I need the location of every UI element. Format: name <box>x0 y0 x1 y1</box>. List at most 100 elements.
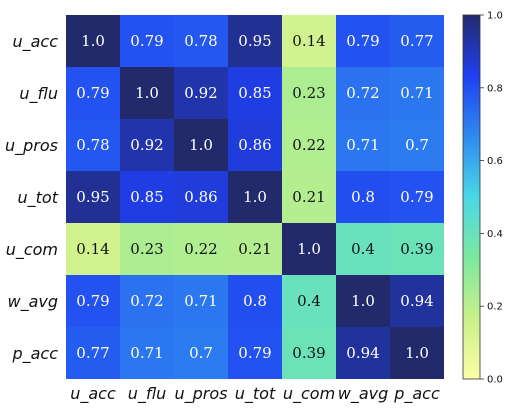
colorbar-tick-label: 0.0 <box>487 375 503 386</box>
cell-value-label: 0.71 <box>400 84 433 102</box>
cell-value-label: 0.23 <box>292 84 325 102</box>
row-label-u-tot: u_tot <box>18 188 59 208</box>
heatmap-cell-4-2 <box>174 223 228 275</box>
colorbar-tick-label: 0.8 <box>487 83 503 94</box>
colorbar-tick-label: 0.4 <box>487 229 503 240</box>
column-label-u-acc: u_acc <box>70 384 116 404</box>
cell-value-label: 0.4 <box>351 240 375 258</box>
cell-value-label: 0.79 <box>130 32 163 50</box>
cell-value-label: 0.92 <box>130 136 163 154</box>
heatmap-cell-4-5 <box>336 223 390 275</box>
cell-value-label: 1.0 <box>81 32 105 50</box>
cell-value-label: 0.14 <box>292 32 325 50</box>
row-label-u-pros: u_pros <box>5 136 58 156</box>
heatmap-cell-5-4 <box>282 275 336 327</box>
cell-value-label: 0.71 <box>184 292 217 310</box>
cell-value-label: 0.7 <box>405 136 429 154</box>
cell-value-label: 0.23 <box>130 240 163 258</box>
cell-value-label: 1.0 <box>189 136 213 154</box>
colorbar-gradient <box>462 14 481 380</box>
row-label-p-acc: p_acc <box>11 344 58 364</box>
heatmap-cell-2-1 <box>120 119 174 171</box>
heatmap-cell-0-4 <box>282 15 336 67</box>
cell-value-label: 1.0 <box>297 240 321 258</box>
heatmap-cell-4-6 <box>390 223 444 275</box>
heatmap-cell-6-4 <box>282 327 336 379</box>
cell-value-label: 0.71 <box>346 136 379 154</box>
heatmap-cell-5-0 <box>66 275 120 327</box>
row-label-u-flu: u_flu <box>19 84 58 104</box>
heatmap-cell-5-2 <box>174 275 228 327</box>
heatmap-cell-3-4 <box>282 171 336 223</box>
colorbar-tick-label: 0.6 <box>487 156 503 167</box>
cell-value-label: 0.39 <box>400 240 433 258</box>
row-label-w-avg: w_avg <box>7 292 58 312</box>
cell-value-label: 0.79 <box>400 188 433 206</box>
heatmap-cell-0-1 <box>120 15 174 67</box>
cell-value-label: 0.8 <box>243 292 267 310</box>
column-labels: u_acc u_flu u_pros u_tot u_com w_avg p_acc <box>70 384 440 404</box>
cell-value-label: 0.95 <box>238 32 271 50</box>
heatmap-cell-0-3 <box>228 15 282 67</box>
cell-value-label: 1.0 <box>243 188 267 206</box>
heatmap-cell-0-2 <box>174 15 228 67</box>
cell-value-label: 1.0 <box>405 344 429 362</box>
column-label-u-tot: u_tot <box>235 384 276 404</box>
row-label-u-acc: u_acc <box>12 32 58 52</box>
heatmap-cell-4-3 <box>228 223 282 275</box>
cell-value-label: 0.85 <box>238 84 271 102</box>
heatmap-cell-5-3 <box>228 275 282 327</box>
cell-value-label: 0.86 <box>184 188 217 206</box>
cell-value-label: 0.79 <box>76 292 109 310</box>
cell-value-label: 0.39 <box>292 344 325 362</box>
cell-value-label: 0.77 <box>400 32 433 50</box>
cell-value-label: 1.0 <box>135 84 159 102</box>
cell-value-label: 0.71 <box>130 344 163 362</box>
cell-value-label: 0.86 <box>238 136 271 154</box>
heatmap-cell-2-6 <box>390 119 444 171</box>
colorbar-tick-label: 0.2 <box>487 302 503 313</box>
cell-value-label: 0.94 <box>400 292 433 310</box>
heatmap-cell-2-5 <box>336 119 390 171</box>
heatmap-cell-4-4 <box>282 223 336 275</box>
cell-value-label: 0.78 <box>76 136 109 154</box>
heatmap-cell-3-0 <box>66 171 120 223</box>
heatmap-cell-1-6 <box>390 67 444 119</box>
heatmap-cell-6-5 <box>336 327 390 379</box>
heatmap-cell-3-6 <box>390 171 444 223</box>
row-label-u-com: u_com <box>6 240 58 260</box>
heatmap-cell-5-5 <box>336 275 390 327</box>
heatmap-cell-2-3 <box>228 119 282 171</box>
cell-value-label: 0.7 <box>189 344 213 362</box>
cell-value-label: 0.14 <box>76 240 109 258</box>
heatmap-cell-1-3 <box>228 67 282 119</box>
cell-value-label: 0.78 <box>184 32 217 50</box>
heatmap-cell-6-0 <box>66 327 120 379</box>
cell-value-label: 0.77 <box>76 344 109 362</box>
cell-value-label: 0.72 <box>346 84 379 102</box>
heatmap-cell-3-2 <box>174 171 228 223</box>
heatmap-cell-5-6 <box>390 275 444 327</box>
heatmap-cell-1-4 <box>282 67 336 119</box>
cell-value-label: 0.21 <box>292 188 325 206</box>
cell-value-label: 0.21 <box>238 240 271 258</box>
heatmap-cell-2-4 <box>282 119 336 171</box>
colorbar: 0.0 0.2 0.4 0.6 0.8 1.0 <box>462 11 503 386</box>
heatmap-cell-6-3 <box>228 327 282 379</box>
heatmap-cells: 1.0 0.79 0.78 0.95 0.14 0.79 0.77 0.79 1.0 0.92 0.… <box>66 15 444 379</box>
heatmap-cell-6-1 <box>120 327 174 379</box>
heatmap-cell-3-5 <box>336 171 390 223</box>
heatmap-cell-6-6 <box>390 327 444 379</box>
cell-value-label: 0.8 <box>351 188 375 206</box>
cell-value-label: 0.95 <box>76 188 109 206</box>
heatmap-cell-3-3 <box>228 171 282 223</box>
cell-value-label: 1.0 <box>351 292 375 310</box>
column-label-u-pros: u_pros <box>175 384 228 404</box>
heatmap-cell-4-0 <box>66 223 120 275</box>
heatmap-cell-4-1 <box>120 223 174 275</box>
column-label-u-flu: u_flu <box>128 384 167 404</box>
cell-value-label: 0.79 <box>346 32 379 50</box>
heatmap-cell-1-0 <box>66 67 120 119</box>
heatmap-cell-2-0 <box>66 119 120 171</box>
